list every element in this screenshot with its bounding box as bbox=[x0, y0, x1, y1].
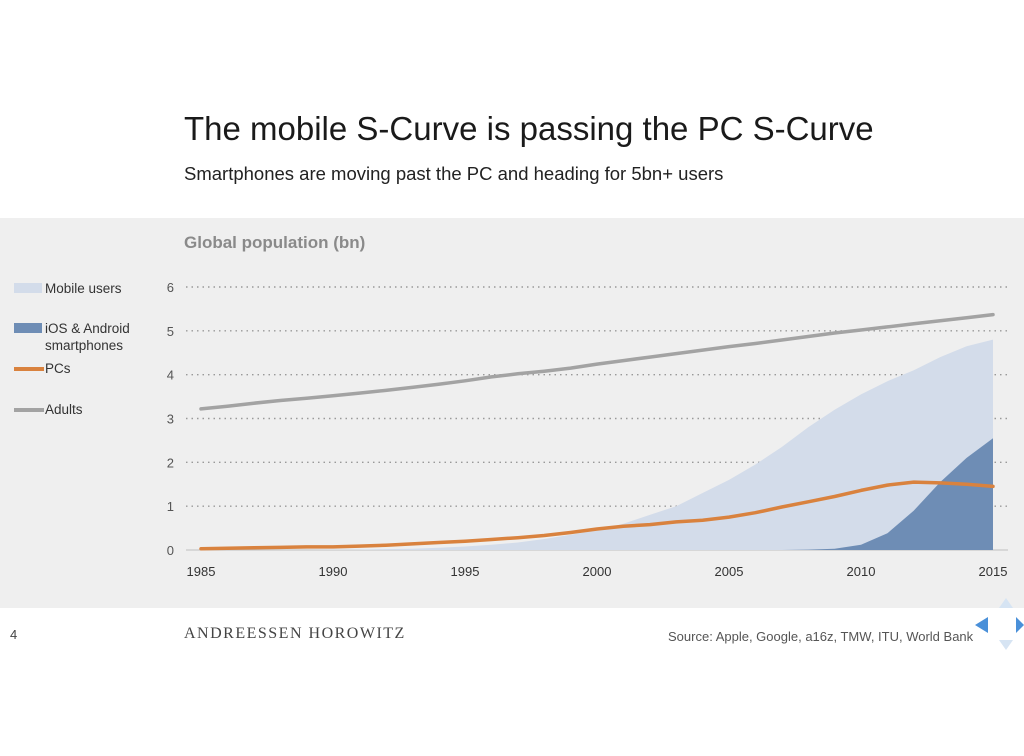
x-tick-label-2005: 2005 bbox=[715, 564, 744, 579]
nav-prev-icon[interactable] bbox=[975, 617, 988, 633]
area-mobile-users bbox=[201, 339, 993, 550]
x-tick-label-2015: 2015 bbox=[979, 564, 1008, 579]
x-tick-label-2000: 2000 bbox=[583, 564, 612, 579]
slide-subtitle: Smartphones are moving past the PC and h… bbox=[184, 163, 724, 184]
x-tick-label-1985: 1985 bbox=[187, 564, 216, 579]
nav-down-icon[interactable] bbox=[999, 640, 1013, 650]
line-adults bbox=[199, 312, 995, 411]
legend-swatch-smartphones bbox=[14, 323, 42, 333]
x-tick-label-1995: 1995 bbox=[451, 564, 480, 579]
line-series bbox=[199, 312, 995, 551]
y-tick-label-3: 3 bbox=[167, 412, 174, 427]
legend-swatch-adults bbox=[14, 408, 44, 412]
source-note: Source: Apple, Google, a16z, TMW, ITU, W… bbox=[668, 629, 974, 644]
y-tick-label-4: 4 bbox=[167, 368, 174, 383]
legend-swatch-pcs bbox=[14, 367, 44, 371]
legend-label-smartphones: iOS & Android smartphones bbox=[45, 321, 130, 353]
x-tick-label-2010: 2010 bbox=[847, 564, 876, 579]
chart-title: Global population (bn) bbox=[184, 233, 365, 252]
y-tick-label-6: 6 bbox=[167, 280, 174, 295]
page-number: 4 bbox=[10, 627, 18, 642]
y-tick-label-5: 5 bbox=[167, 324, 174, 339]
nav-next-icon[interactable] bbox=[1016, 617, 1024, 633]
line-pcs bbox=[199, 480, 995, 551]
legend-label-adults: Adults bbox=[45, 402, 83, 417]
x-tick-label-1990: 1990 bbox=[319, 564, 348, 579]
y-tick-label-2: 2 bbox=[167, 455, 174, 470]
brand-logo: ANDREESSEN HOROWITZ bbox=[184, 625, 406, 642]
y-tick-label-1: 1 bbox=[167, 499, 174, 514]
y-tick-label-0: 0 bbox=[167, 543, 174, 558]
x-axis-ticks: 1985 1990 1995 2000 2005 2010 2015 bbox=[187, 564, 1008, 579]
chart-panel: Mobile users iOS & Android smartphones P… bbox=[0, 218, 1024, 608]
nav-up-icon[interactable] bbox=[999, 598, 1013, 608]
area-ios-android-smartphones bbox=[201, 438, 993, 550]
y-axis-ticks: 0 1 2 3 4 5 6 bbox=[167, 280, 174, 558]
legend-label-mobile-users: Mobile users bbox=[45, 281, 122, 296]
legend-label-pcs: PCs bbox=[45, 361, 71, 376]
slide-title: The mobile S-Curve is passing the PC S-C… bbox=[184, 110, 874, 147]
area-series bbox=[201, 339, 993, 550]
legend-swatch-mobile-users bbox=[14, 283, 42, 293]
